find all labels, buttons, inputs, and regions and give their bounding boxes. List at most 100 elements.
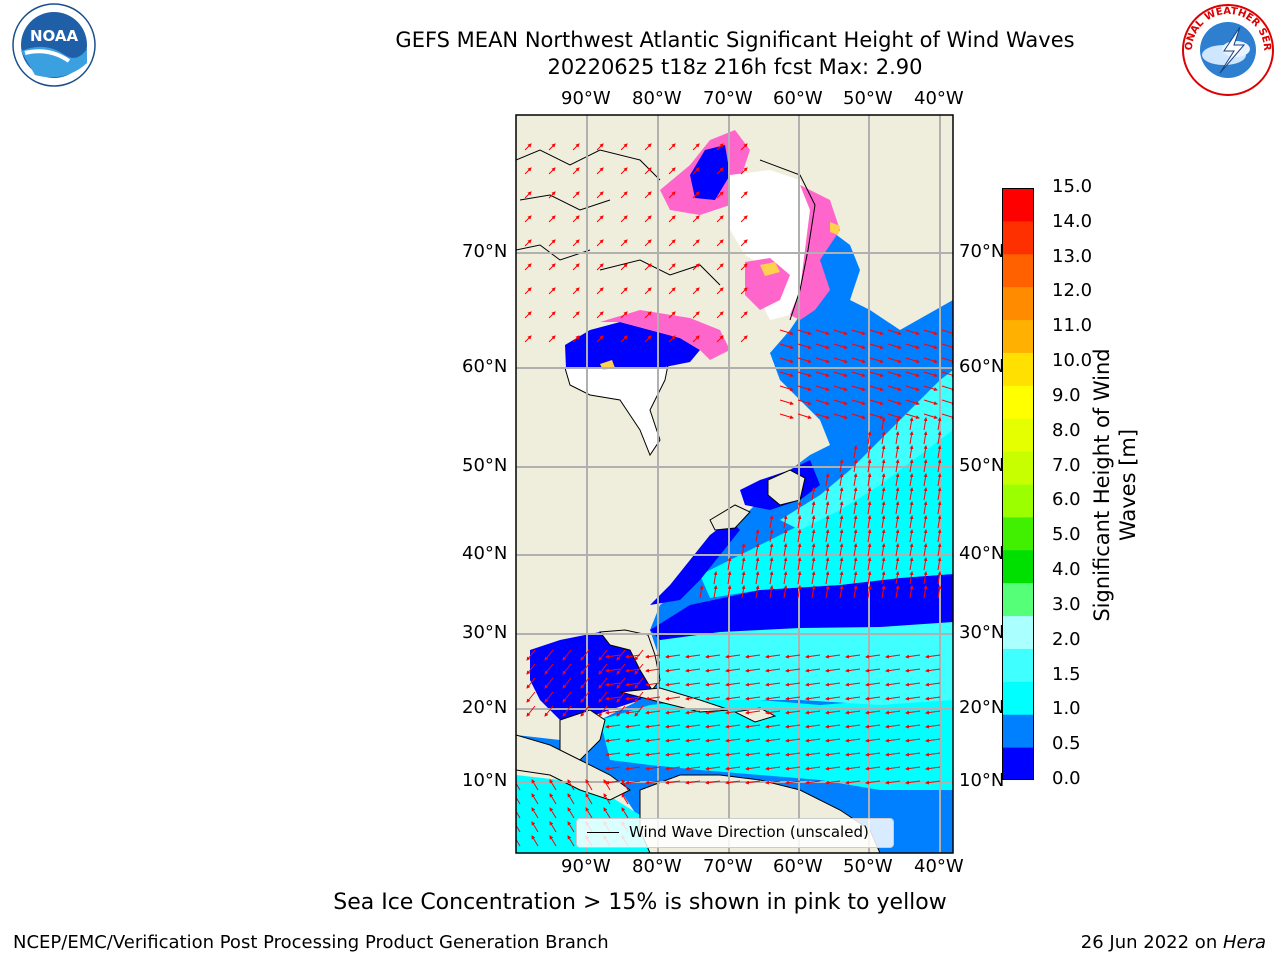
wave-direction-arrow [845,724,861,729]
wave-direction-arrow [548,143,556,151]
wave-direction-arrow [895,515,900,529]
lat-tick-label-right: 60°N [959,356,1005,377]
wave-direction-arrow [665,654,681,659]
hudson-ice-fringe [600,310,730,360]
wave-direction-arrow [869,343,884,350]
wave-direction-arrow [853,557,858,571]
wave-direction-arrow [605,780,621,785]
wave-direction-arrow [516,807,521,819]
wave-direction-arrow [745,696,761,701]
wave-direction-arrow [769,571,774,585]
wave-direction-arrow [620,263,628,271]
wave-direction-arrow [524,215,532,223]
wave-direction-arrow [909,571,914,585]
wave-direction-arrow [839,473,844,487]
colorbar-tick-label: 1.0 [1052,698,1081,720]
wave-direction-arrow [785,710,801,715]
wave-direction-arrow [867,543,872,557]
legend-line-icon [587,832,619,833]
wave-direction-arrow [923,529,928,543]
wave-direction-arrow [905,385,920,392]
wave-direction-arrow [765,682,781,687]
colorbar-segment [1002,681,1034,715]
wave-direction-arrow [745,780,761,785]
wave-direction-arrow [905,766,921,771]
wave-direction-arrow [895,431,900,445]
wave-direction-arrow [895,459,900,473]
wave-direction-arrow [815,385,830,392]
wave-direction-arrow [668,311,676,319]
wave-direction-arrow [825,473,830,487]
wave-direction-arrow [665,696,681,701]
labrador-sea [770,230,953,400]
lat-tick-label-left: 70°N [462,241,508,262]
wave-direction-arrow [572,263,580,271]
wave-direction-arrow [699,585,704,599]
wave-direction-arrow [923,571,928,585]
wave-direction-arrow [925,710,941,715]
wave-direction-arrow [937,459,942,473]
wave-direction-arrow [867,445,872,459]
wave-direction-arrow [596,335,604,343]
wave-direction-arrow [825,557,830,571]
wave-direction-arrow [705,710,721,715]
wave-direction-arrow [567,835,575,847]
wave-direction-arrow [625,654,641,659]
wave-direction-arrow [881,543,886,557]
wave-direction-arrow [937,529,942,543]
wave-direction-arrow [885,780,901,785]
wave-direction-arrow [865,654,881,659]
wave-direction-arrow [783,571,788,585]
wave-direction-arrow [572,191,580,199]
lat-tick-label-right: 50°N [959,455,1005,476]
wave-direction-arrow [745,682,761,687]
wave-direction-arrow [885,738,901,743]
wave-direction-arrow [845,710,861,715]
wave-direction-arrow [740,167,748,175]
wave-direction-arrow [544,663,554,675]
wave-direction-arrow [909,473,914,487]
wave-direction-arrow [853,473,858,487]
wave-direction-arrow [620,191,628,199]
wave-direction-arrow [867,431,872,445]
wave-direction-arrow [705,696,721,701]
wave-direction-arrow [805,724,821,729]
wave-direction-arrow [616,663,626,675]
wave-direction-arrow [727,557,732,571]
wave-direction-arrow [625,710,641,715]
wave-direction-arrow [825,487,830,501]
wave-direction-arrow [755,529,760,543]
wave-direction-arrow [867,557,872,571]
subtropical-band [650,574,953,640]
wave-direction-arrow [825,529,830,543]
wave-direction-arrow [923,585,928,599]
wave-direction-arrow [905,682,921,687]
wave-direction-arrow [668,167,676,175]
wave-direction-arrow [596,191,604,199]
wave-direction-arrow [616,649,626,661]
colorbar-tick-label: 0.5 [1052,733,1081,755]
wave-direction-arrow [925,766,941,771]
wave-direction-arrow [765,766,781,771]
legend-label: Wind Wave Direction (unscaled) [629,823,869,841]
wave-direction-arrow [531,793,539,805]
wave-direction-arrow [925,682,941,687]
wave-direction-arrow [925,696,941,701]
wave-direction-arrow [839,515,844,529]
wave-direction-arrow [603,793,611,805]
wave-direction-arrow [923,413,938,420]
wave-direction-arrow [905,654,921,659]
wave-direction-arrow [797,585,802,599]
wave-direction-arrow [745,654,761,659]
wave-direction-arrow [851,357,866,364]
wave-direction-arrow [895,473,900,487]
wave-direction-arrow [881,473,886,487]
wave-direction-arrow [755,571,760,585]
wave-direction-arrow [811,543,816,557]
colorbar-segment [1002,648,1034,682]
wave-direction-arrow [692,311,700,319]
wave-direction-arrow [851,413,866,420]
wave-direction-arrow [885,710,901,715]
wave-direction-arrow [549,807,557,819]
